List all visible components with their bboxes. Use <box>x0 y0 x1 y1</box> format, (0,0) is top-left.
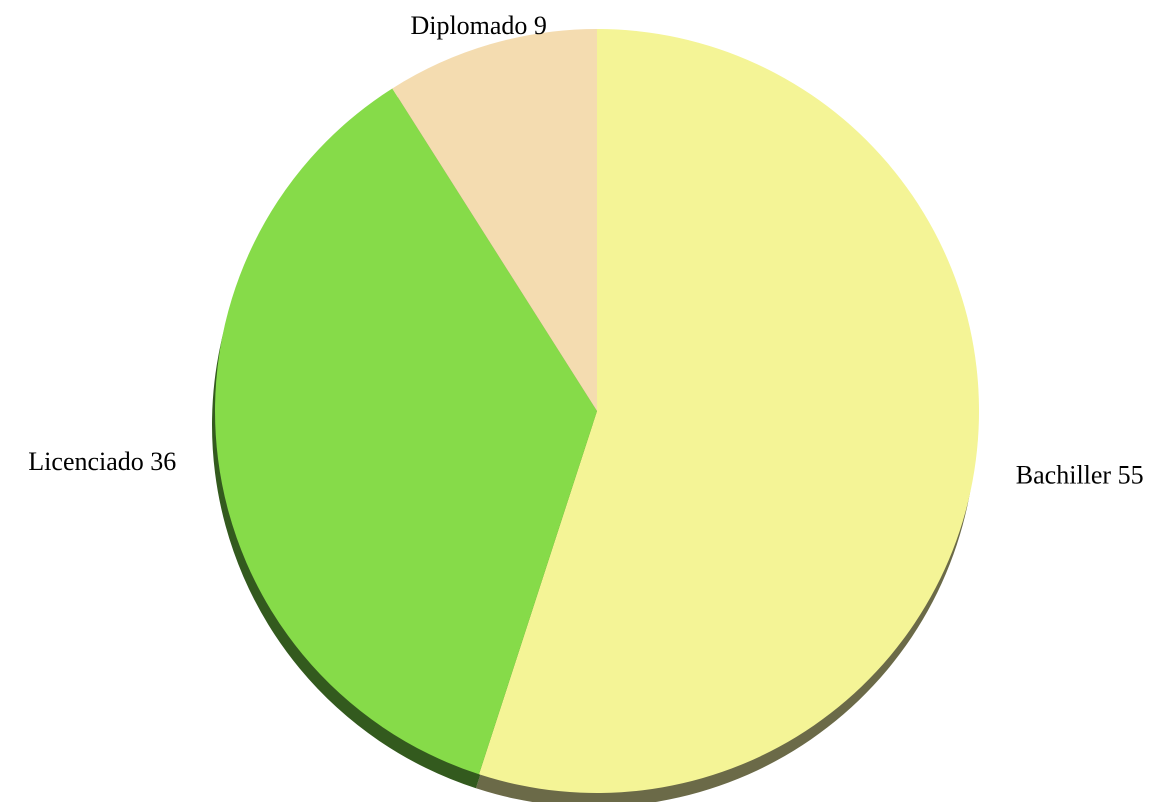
pie-slice-layer <box>215 29 980 794</box>
pie-label-diplomado: Diplomado 9 <box>410 11 547 40</box>
pie-label-layer: Bachiller 55 Licenciado 36 Diplomado 9 <box>28 11 1143 489</box>
pie-slice-diplomado <box>392 29 597 411</box>
pie-slice-bachiller <box>478 29 980 794</box>
pie-label-bachiller: Bachiller 55 <box>1016 460 1144 489</box>
pie-label-licenciado: Licenciado 36 <box>28 447 176 476</box>
pie-slice-licenciado <box>215 88 597 775</box>
